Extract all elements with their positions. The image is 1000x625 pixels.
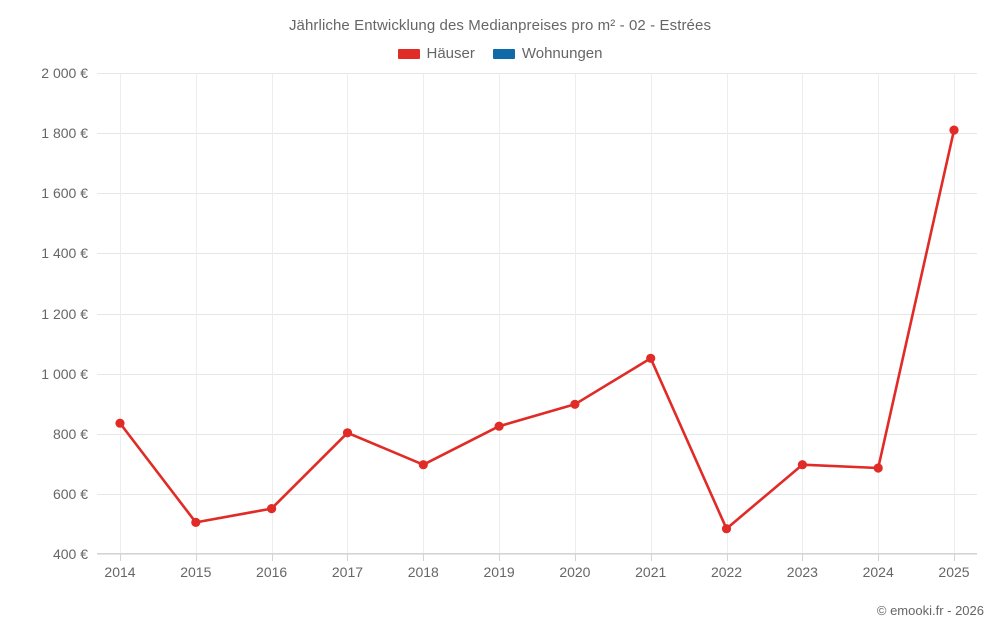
- gridline-horizontal: [97, 554, 977, 555]
- legend-item-wohnungen[interactable]: Wohnungen: [492, 45, 603, 62]
- y-axis-tick-label: 1 000 €: [41, 365, 88, 382]
- gridline-horizontal: [97, 373, 977, 375]
- x-axis-tick-label: 2022: [710, 564, 743, 580]
- legend-label-hauser: Häuser: [426, 45, 475, 62]
- data-point-marker[interactable]: [115, 418, 125, 428]
- x-axis-tick-label: 2020: [559, 564, 591, 580]
- data-point-marker[interactable]: [646, 353, 656, 363]
- data-point-marker[interactable]: [721, 524, 732, 534]
- gridline-vertical: [347, 73, 349, 554]
- legend-item-hauser[interactable]: Häuser: [397, 45, 475, 62]
- gridline-vertical: [120, 73, 121, 554]
- gridline-horizontal: [97, 313, 977, 315]
- legend-label-wohnungen: Wohnungen: [521, 45, 603, 62]
- chart-legend: Häuser Wohnungen: [0, 45, 1000, 62]
- x-axis-tick-mark: [726, 554, 728, 561]
- x-axis-tick-label: 2017: [331, 564, 364, 580]
- gridline-horizontal: [97, 193, 977, 195]
- gridline-vertical: [650, 73, 652, 554]
- x-axis-tick-mark: [195, 554, 197, 561]
- x-axis-tick-label: 2014: [104, 564, 136, 580]
- x-axis-tick-mark: [120, 554, 121, 561]
- x-axis-tick-mark: [423, 554, 425, 561]
- x-axis-tick-mark: [574, 554, 576, 561]
- data-point-marker[interactable]: [570, 399, 580, 409]
- gridline-horizontal: [97, 253, 977, 255]
- x-axis-tick-mark: [347, 554, 349, 561]
- y-axis-tick-label: 800 €: [52, 425, 88, 442]
- y-axis-tick-labels: 2 000 € 1 800 € 1 600 € 1 400 € 1 200 € 1 000…: [0, 0, 88, 625]
- y-axis-tick-label: 2 000 €: [41, 65, 88, 81]
- plot-area: [97, 73, 977, 555]
- y-axis-tick-label: 1 600 €: [41, 185, 88, 202]
- gridline-vertical: [195, 73, 197, 554]
- gridline-vertical: [574, 73, 576, 554]
- gridline-vertical: [271, 73, 273, 554]
- chart-title: Jährliche Entwicklung des Medianpreises …: [288, 17, 712, 34]
- x-axis-tick-label: 2018: [407, 564, 439, 580]
- y-axis-tick-label: 400 €: [52, 546, 88, 562]
- series-line-häuser: [118, 128, 956, 531]
- x-axis-tick-label: 2025: [938, 564, 970, 580]
- gridline-vertical: [423, 73, 425, 554]
- x-axis-line: [97, 553, 977, 554]
- data-point-marker[interactable]: [873, 463, 883, 473]
- footer-credit: © emooki.fr - 2026: [876, 603, 984, 618]
- legend-swatch-wohnungen: [492, 48, 515, 59]
- y-axis-tick-label: 1 400 €: [41, 245, 88, 262]
- legend-swatch-hauser: [397, 48, 420, 59]
- gridline-vertical: [878, 73, 880, 554]
- x-axis-tick-label: 2023: [786, 564, 818, 580]
- gridline-vertical: [954, 73, 955, 554]
- x-axis-tick-mark: [954, 554, 955, 561]
- x-axis-tick-label: 2016: [256, 564, 288, 580]
- data-point-marker[interactable]: [494, 421, 504, 431]
- x-axis-tick-mark: [650, 554, 652, 561]
- data-point-marker[interactable]: [797, 460, 808, 470]
- x-axis-tick-mark: [802, 554, 804, 561]
- data-point-marker[interactable]: [267, 504, 277, 514]
- gridline-horizontal: [97, 493, 977, 495]
- data-point-marker[interactable]: [418, 460, 428, 470]
- x-axis-tick-mark: [271, 554, 273, 561]
- y-axis-tick-label: 600 €: [52, 485, 88, 502]
- x-axis-tick-mark: [499, 554, 501, 561]
- data-point-marker[interactable]: [949, 125, 959, 135]
- y-axis-tick-label: 1 200 €: [41, 305, 88, 322]
- gridline-horizontal: [97, 73, 977, 74]
- gridline-vertical: [802, 73, 804, 554]
- x-axis-tick-mark: [878, 554, 880, 561]
- x-axis-tick-label: 2024: [862, 564, 894, 580]
- x-axis-tick-label: 2021: [635, 564, 667, 580]
- x-axis-tick-label: 2015: [180, 564, 212, 580]
- gridline-horizontal: [97, 433, 977, 435]
- gridline-vertical: [726, 73, 728, 554]
- data-point-marker[interactable]: [191, 517, 201, 528]
- gridline-horizontal: [97, 133, 977, 135]
- y-axis-tick-label: 1 800 €: [41, 125, 88, 142]
- x-axis-tick-label: 2019: [483, 564, 515, 580]
- data-point-marker[interactable]: [342, 428, 353, 438]
- gridline-vertical: [499, 73, 501, 554]
